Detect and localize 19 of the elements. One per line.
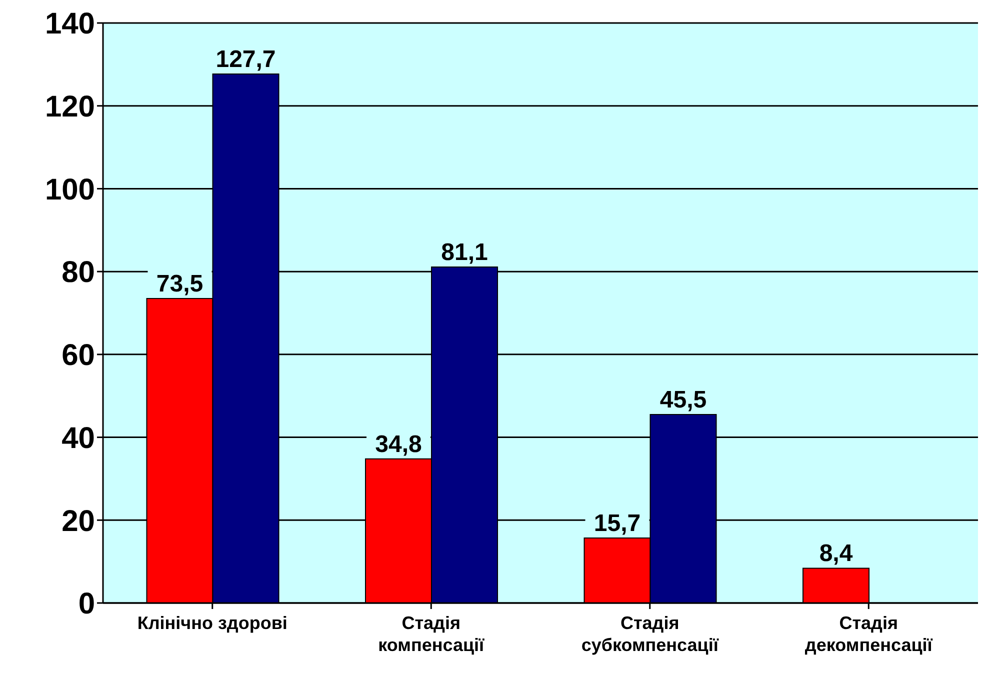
x-tick-label: Стадія декомпенсації [804,613,934,655]
x-tick-label: Стадія субкомпенсації [581,613,720,655]
y-tick-label: 120 [44,90,95,124]
x-tick-label: Клінічно здорові [137,613,288,633]
data-label: 34,8 [375,430,422,458]
data-label: 45,5 [660,386,707,414]
data-label: 127,7 [216,46,276,73]
y-tick-label: 80 [62,256,95,290]
y-tick-label: 0 [78,588,95,621]
y-tick-label: 60 [62,339,95,372]
data-label: 81,1 [441,239,488,266]
data-label: 73,5 [156,270,204,298]
y-tick-label: 40 [62,422,95,455]
y-tick-label: 20 [62,504,95,538]
data-label: 8,4 [819,540,854,568]
y-tick-label: 100 [44,173,95,206]
y-tick-label: 140 [44,8,95,41]
x-tick-label: Стадія компенсації [378,613,486,655]
data-label: 15,7 [594,510,641,537]
